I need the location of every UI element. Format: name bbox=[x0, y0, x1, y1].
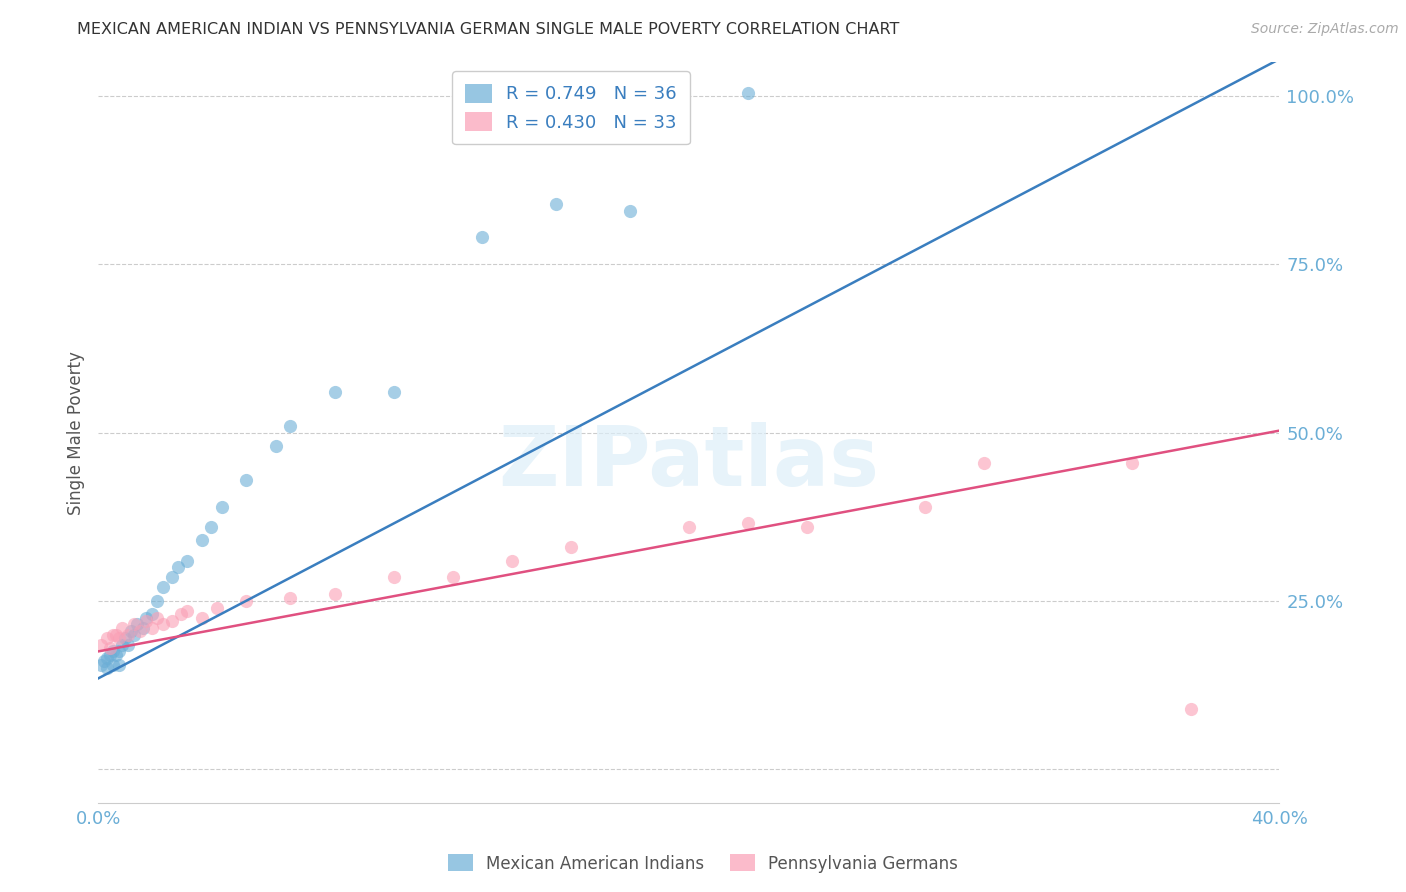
Point bbox=[135, 614, 157, 628]
Legend: R = 0.749   N = 36, R = 0.430   N = 33: R = 0.749 N = 36, R = 0.430 N = 33 bbox=[453, 71, 689, 145]
Point bbox=[132, 621, 155, 635]
Point bbox=[135, 611, 157, 625]
Point bbox=[382, 570, 405, 584]
Point bbox=[441, 570, 464, 584]
Point bbox=[125, 617, 148, 632]
Point bbox=[108, 644, 131, 658]
Point bbox=[128, 624, 150, 639]
Point bbox=[264, 439, 287, 453]
Point bbox=[152, 581, 174, 595]
Point bbox=[162, 570, 183, 584]
Point bbox=[323, 385, 346, 400]
Point bbox=[678, 520, 700, 534]
Point bbox=[111, 621, 134, 635]
Text: ZIPatlas: ZIPatlas bbox=[499, 422, 879, 503]
Point bbox=[501, 553, 523, 567]
Point bbox=[973, 456, 995, 470]
Point bbox=[278, 418, 302, 433]
Point bbox=[105, 627, 128, 641]
Text: MEXICAN AMERICAN INDIAN VS PENNSYLVANIA GERMAN SINGLE MALE POVERTY CORRELATION C: MEXICAN AMERICAN INDIAN VS PENNSYLVANIA … bbox=[77, 22, 900, 37]
Point bbox=[200, 520, 222, 534]
Text: Source: ZipAtlas.com: Source: ZipAtlas.com bbox=[1251, 22, 1399, 37]
Point bbox=[98, 640, 121, 655]
Point bbox=[93, 655, 115, 669]
Point bbox=[146, 611, 169, 625]
Point bbox=[205, 600, 228, 615]
Point bbox=[382, 385, 405, 400]
Point bbox=[796, 520, 818, 534]
Point bbox=[105, 648, 128, 662]
Point bbox=[111, 638, 134, 652]
Point bbox=[560, 540, 582, 554]
Point bbox=[176, 553, 198, 567]
Point bbox=[108, 657, 131, 672]
Point bbox=[737, 86, 759, 100]
Point bbox=[546, 196, 568, 211]
Point bbox=[114, 631, 136, 645]
Y-axis label: Single Male Poverty: Single Male Poverty bbox=[66, 351, 84, 515]
Point bbox=[98, 648, 121, 662]
Point bbox=[211, 500, 233, 514]
Point bbox=[122, 617, 145, 632]
Point bbox=[619, 203, 641, 218]
Point bbox=[235, 473, 257, 487]
Point bbox=[323, 587, 346, 601]
Point bbox=[96, 661, 118, 675]
Point bbox=[120, 624, 142, 639]
Point bbox=[176, 604, 198, 618]
Point bbox=[103, 657, 125, 672]
Point bbox=[162, 614, 183, 628]
Point bbox=[90, 657, 112, 672]
Point bbox=[191, 611, 214, 625]
Point bbox=[141, 621, 163, 635]
Point bbox=[167, 560, 190, 574]
Point bbox=[96, 651, 118, 665]
Point bbox=[235, 594, 257, 608]
Point bbox=[122, 627, 145, 641]
Point bbox=[103, 644, 125, 658]
Point bbox=[96, 631, 118, 645]
Point bbox=[146, 594, 169, 608]
Legend: Mexican American Indians, Pennsylvania Germans: Mexican American Indians, Pennsylvania G… bbox=[441, 847, 965, 880]
Point bbox=[117, 638, 139, 652]
Point bbox=[103, 627, 125, 641]
Point bbox=[152, 617, 174, 632]
Point bbox=[191, 533, 214, 548]
Point bbox=[170, 607, 193, 622]
Point bbox=[117, 627, 139, 641]
Point bbox=[90, 638, 112, 652]
Point bbox=[1121, 456, 1143, 470]
Point bbox=[278, 591, 302, 605]
Point bbox=[471, 230, 494, 244]
Point bbox=[108, 631, 131, 645]
Point bbox=[914, 500, 936, 514]
Point bbox=[141, 607, 163, 622]
Point bbox=[737, 516, 759, 531]
Point bbox=[1180, 701, 1202, 715]
